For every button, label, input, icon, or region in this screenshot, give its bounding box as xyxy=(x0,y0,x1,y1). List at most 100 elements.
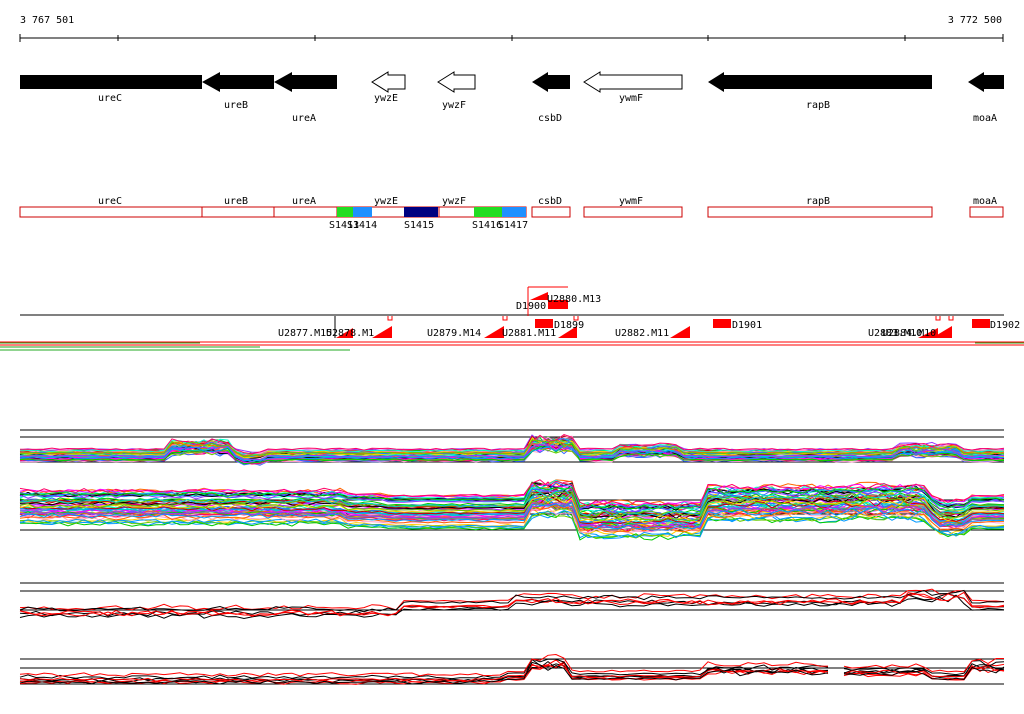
expression-trace xyxy=(19,481,1005,510)
segment-S1413[interactable]: S1413 xyxy=(329,207,359,231)
gene-label: ureC xyxy=(98,93,122,104)
annotation-label: ywmF xyxy=(619,196,643,207)
gene-arrow-ureC[interactable]: ureC xyxy=(20,75,202,104)
expression-trace xyxy=(19,444,1005,462)
transcript-U2882-M11[interactable]: U2882.M11 xyxy=(615,326,690,339)
transcript-U2884-M10[interactable]: U2884.M10 xyxy=(882,326,952,339)
expression-profile-panel-1 xyxy=(19,429,1005,466)
gene-label: ywmF xyxy=(619,93,643,104)
expression-trace xyxy=(19,443,1005,461)
transcript-U2878-M1[interactable]: U2878.M1 xyxy=(326,326,392,339)
ruler-end-coord: 3 772 500 xyxy=(948,15,1002,26)
gene-label: moaA xyxy=(973,113,997,124)
expression-trace xyxy=(19,588,1005,611)
expression-trace xyxy=(19,509,1005,539)
gene-arrow-rapB[interactable]: rapB xyxy=(708,72,932,111)
expression-trace xyxy=(19,485,1005,514)
gene-arrow-ureB[interactable]: ureB xyxy=(202,72,274,111)
coordinate-ruler: 3 767 501 3 772 500 xyxy=(19,15,1004,42)
annotation-box-track: ureC ureB ureA ywzE ywzF csbD ywmF rapB … xyxy=(19,196,1004,231)
expression-profile-panel-3 xyxy=(19,582,1005,620)
transcript-U2881-M11[interactable]: U2881.M11 xyxy=(502,326,577,339)
expression-trace xyxy=(19,479,1005,507)
expression-trace xyxy=(19,589,1005,613)
transcript-U2880-M13[interactable]: U2880.M13 xyxy=(530,292,601,309)
expression-trace xyxy=(19,488,1005,517)
gene-arrow-ywzE[interactable]: ywzE xyxy=(371,71,406,104)
expression-trace xyxy=(19,507,1005,534)
gene-label: ywzF xyxy=(442,100,466,111)
transcript-D1902[interactable]: D1902 xyxy=(972,319,1020,331)
transcript-D1899[interactable]: D1899 xyxy=(535,319,584,331)
transcript-U2879-M14[interactable]: U2879.M14 xyxy=(427,326,504,339)
expression-trace xyxy=(19,479,1005,510)
gene-label: csbD xyxy=(538,113,562,124)
gene-arrow-moaA[interactable]: moaA xyxy=(968,72,1004,124)
expression-trace xyxy=(19,485,1005,513)
transcript-label: D1900 xyxy=(516,301,546,312)
transcript-label: D1899 xyxy=(554,320,584,331)
expression-trace xyxy=(19,491,1005,522)
segment-label: S1415 xyxy=(404,220,434,231)
segment-S1415[interactable]: S1415 xyxy=(404,207,438,231)
annotation-label: csbD xyxy=(538,196,562,207)
gene-arrow-ywmF[interactable]: ywmF xyxy=(583,71,683,104)
ruler-start-coord: 3 767 501 xyxy=(20,15,74,26)
annotation-label: ureC xyxy=(98,196,122,207)
expression-trace xyxy=(19,490,1004,520)
gene-label: ureB xyxy=(224,100,248,111)
expression-profile-panel-4 xyxy=(19,653,1005,685)
gene-arrow-ureA[interactable]: ureA xyxy=(274,72,337,124)
segment-S1414[interactable]: S1414 xyxy=(347,207,377,231)
transcript-U2877-M15[interactable]: U2877.M15 xyxy=(278,328,353,339)
transcript-label: U2884.M10 xyxy=(882,328,936,339)
gene-label: rapB xyxy=(806,100,830,111)
segment-label: S1417 xyxy=(498,220,528,231)
segment-S1417[interactable]: S1417 xyxy=(498,207,528,231)
expression-trace xyxy=(19,501,1005,531)
segment-S1416[interactable]: S1416 xyxy=(472,207,502,231)
expression-trace xyxy=(19,502,1005,529)
annotation-label: ywzE xyxy=(374,196,398,207)
segment-label: S1413 xyxy=(329,220,359,231)
expression-trace xyxy=(19,504,1005,533)
annotation-label: rapB xyxy=(806,196,830,207)
expression-trace xyxy=(19,594,1005,620)
expression-trace xyxy=(19,500,1004,530)
expression-trace xyxy=(19,443,1005,465)
transcript-U2883-M10[interactable]: U2883.M10 xyxy=(868,328,938,339)
transcript-label: U2879.M14 xyxy=(427,328,481,339)
expression-trace xyxy=(19,593,1005,617)
expression-trace xyxy=(19,438,1005,456)
transcript-label: D1902 xyxy=(990,320,1020,331)
transcript-label: U2880.M13 xyxy=(547,294,601,305)
expression-trace xyxy=(19,495,1005,527)
segment-label: S1416 xyxy=(472,220,502,231)
transcript-label: U2881.M11 xyxy=(502,328,556,339)
expression-trace xyxy=(19,496,1005,524)
expression-trace xyxy=(19,433,1005,455)
gene-label: ureA xyxy=(292,113,316,124)
transcript-label: U2878.M1 xyxy=(326,328,374,339)
expression-trace xyxy=(19,659,1005,682)
expression-trace xyxy=(19,661,1005,685)
segment-label: S1414 xyxy=(347,220,377,231)
annotation-label: moaA xyxy=(973,196,997,207)
annotation-label: ureA xyxy=(292,196,316,207)
expression-trace xyxy=(19,653,1004,677)
gene-track: ureC ureB ureA ywzE ywzF csbD ywmF rapB xyxy=(20,71,1004,124)
transcript-label: U2883.M10 xyxy=(868,328,922,339)
expression-trace xyxy=(19,491,1005,517)
expression-trace xyxy=(19,658,1005,680)
gene-arrow-ywzF[interactable]: ywzF xyxy=(437,71,476,111)
transcript-label: D1901 xyxy=(732,320,762,331)
transcript-label: U2877.M15 xyxy=(278,328,332,339)
gene-arrow-csbD[interactable]: csbD xyxy=(532,72,570,124)
gene-label: ywzE xyxy=(374,93,398,104)
annotation-label: ureB xyxy=(224,196,248,207)
expression-trace xyxy=(19,490,1005,519)
transcript-D1900[interactable]: D1900 xyxy=(516,301,546,312)
transcript-track: D1900 U2880.M13 U2877.M15 U2878.M1 U2879… xyxy=(0,286,1024,351)
transcript-D1901[interactable]: D1901 xyxy=(713,319,762,331)
